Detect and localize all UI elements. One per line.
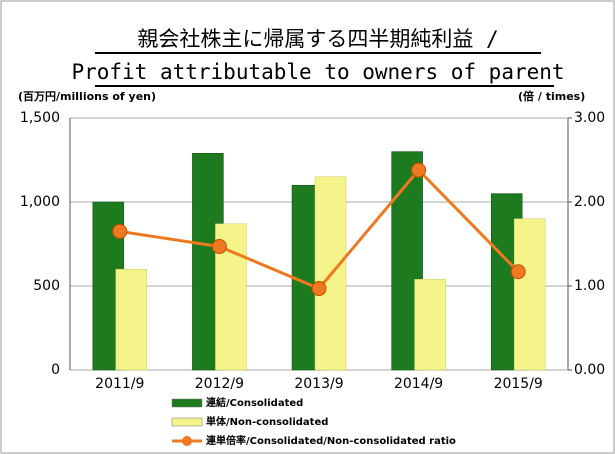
y2-tick-label: 0.00 bbox=[574, 362, 605, 378]
y-tick-label: 1,500 bbox=[20, 110, 60, 126]
y-tick-label: 500 bbox=[33, 278, 60, 294]
chart-title: 親会社株主に帰属する四半期純利益 / bbox=[137, 27, 498, 51]
x-tick-label: 2011/9 bbox=[95, 376, 144, 392]
legend-swatch bbox=[171, 398, 203, 408]
chart-title: Profit attributable to owners of parent bbox=[71, 60, 564, 84]
bar bbox=[513, 218, 546, 371]
legend-swatch bbox=[171, 417, 203, 427]
x-tick-label: 2015/9 bbox=[494, 376, 543, 392]
legend-label: 単体/Non-consolidated bbox=[206, 415, 328, 428]
x-tick-label: 2014/9 bbox=[394, 376, 443, 392]
y2-axis-label: (倍 / times) bbox=[518, 89, 585, 103]
line-marker bbox=[211, 239, 227, 255]
legend-swatch bbox=[182, 436, 192, 446]
legend-label: 連結/Consolidated bbox=[206, 396, 303, 409]
line-marker bbox=[311, 281, 327, 297]
y-tick-label: 1,000 bbox=[20, 194, 60, 210]
line-marker bbox=[411, 162, 427, 178]
x-tick-label: 2012/9 bbox=[195, 376, 244, 392]
line-marker bbox=[112, 223, 128, 239]
y2-tick-label: 1.00 bbox=[574, 278, 605, 294]
bar bbox=[414, 279, 446, 371]
y-axis-label: (百万円/millions of yen) bbox=[18, 90, 156, 103]
y2-tick-label: 2.00 bbox=[574, 194, 605, 210]
x-tick-label: 2013/9 bbox=[294, 376, 343, 392]
y2-tick-label: 3.00 bbox=[574, 110, 605, 126]
bar bbox=[115, 268, 148, 371]
legend-label: 連単倍率/Consolidated/Non-consolidated ratio bbox=[206, 434, 456, 447]
y-tick-label: 0 bbox=[51, 362, 60, 378]
line-marker bbox=[510, 264, 526, 280]
bar bbox=[215, 223, 247, 371]
